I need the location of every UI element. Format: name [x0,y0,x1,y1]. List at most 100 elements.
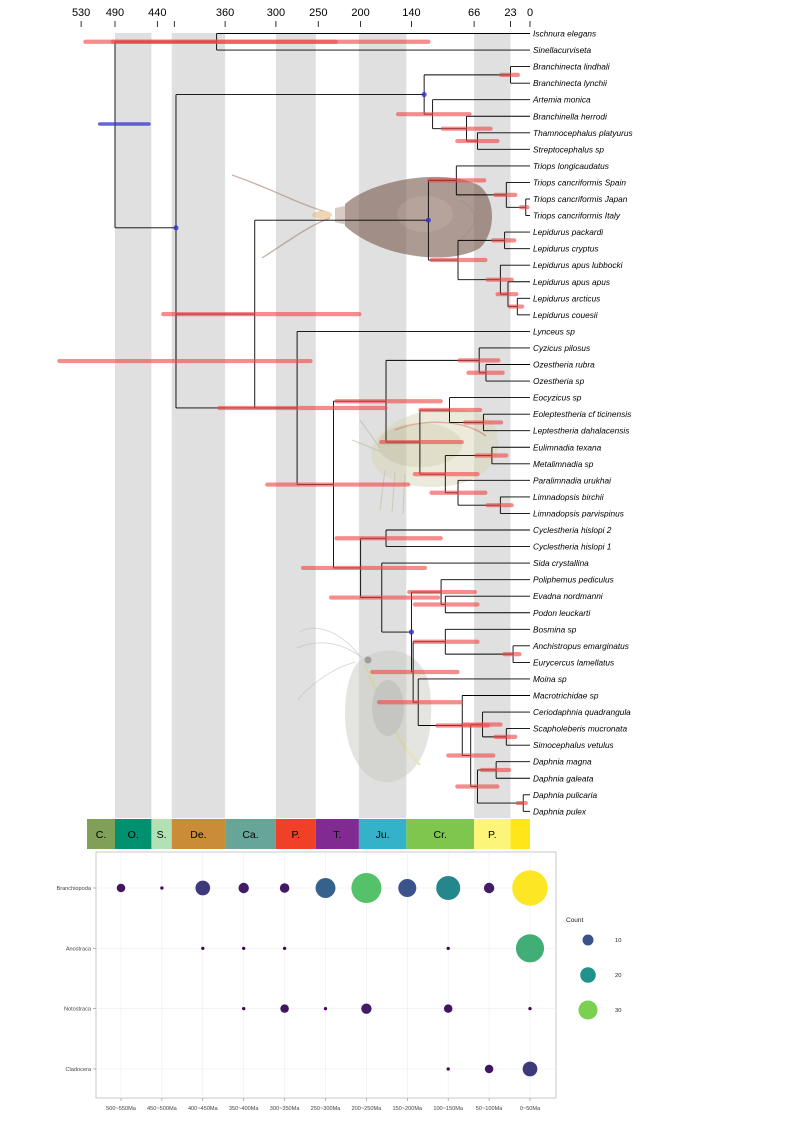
period-block [406,819,475,849]
taxon-label: Poliphemus pediculus [533,575,614,585]
period-block [151,819,172,849]
axis-tick-label: 530 [72,7,90,19]
period-block [171,819,226,849]
bubble-point [522,1061,538,1077]
bubble-point [361,1003,372,1014]
taxon-label: Lepidurus couesii [533,310,599,320]
calibration-node-markers [97,91,431,635]
taxon-label: Lepidurus apus lubbocki [533,260,624,270]
calibration-node [425,217,431,223]
taxon-label: Macrotrichidae sp [533,691,599,701]
period-label: P. [488,829,497,841]
period-block [315,819,359,849]
bubble-point [315,878,336,898]
legend-label: 10 [615,938,621,944]
taxon-label: Triops cancriformis Italy [533,211,621,221]
taxon-label: Daphnia pulicaria [533,790,597,800]
taxon-label: Scapholeberis mucronata [533,724,627,734]
calibration-node [173,225,179,231]
time-bands [115,33,511,818]
node-age-bars [57,39,530,806]
x-category-label: 350~400Ma [229,1106,260,1112]
taxon-label: Branchinecta lindhali [533,62,611,72]
taxon-label: Branchinella herrodi [533,111,608,121]
x-category-label: 500~550Ma [106,1106,137,1112]
bubble-point [116,883,126,893]
axis-tick-label: 66 [468,7,480,19]
axis-tick-label: 23 [504,7,516,19]
period-label: T. [333,829,341,841]
bubble-point [279,883,290,893]
taxon-label: Evadna nordmanni [533,591,604,601]
calibration-node [421,91,427,98]
taxon-label: Simocephalus vetulus [533,740,614,750]
taxon-label: Streptocephalus sp [533,144,604,154]
bubble-point [282,946,287,950]
taxon-label: Daphnia pulex [533,806,587,816]
bubble-point [160,886,164,890]
taxon-label: Limnadopsis parvispinus [533,508,624,518]
species-illustrations [231,174,499,783]
taxon-label: Triops cancriformis Japan [533,194,628,204]
taxon-label: Podon leuckarti [533,608,591,618]
taxon-label: Limnadopsis birchii [533,492,605,502]
period-block [225,819,276,849]
taxon-label: Triops cancriformis Spain [533,177,626,187]
bubble-point [436,876,461,900]
period-label: S. [157,829,167,841]
axis-tick-label: 490 [106,7,124,19]
legend-label: 20 [615,973,621,979]
bubble-point [443,1004,453,1013]
taxon-label: Lynceus sp [533,326,575,336]
x-category-label: 300~350Ma [270,1106,301,1112]
calibration-node [408,629,415,635]
taxon-label: Thamnocephalus platyurus [533,128,633,138]
bubble-point [238,882,249,894]
period-label: Cr. [434,829,447,841]
legend-title: Count [566,917,584,924]
taxon-labels: Ischnura elegans Sinellacurviseta Branchin… [532,29,633,817]
period-label: Ju. [376,829,390,841]
x-category-label: 0~50Ma [520,1106,541,1112]
bubble-point [201,946,205,950]
taxon-label: Cyzicus pilosus [533,343,590,353]
top-time-axis: 530 490 440 360 300 250 200 140 66 23 0 [72,7,533,27]
taxon-label: Daphnia magna [533,757,592,767]
bubble-point [512,870,548,906]
taxon-label: Leptestheria dahalacensis [533,426,629,436]
bubble-point [242,1007,246,1011]
taxon-label: Lepidurus cryptus [533,244,599,254]
time-band [474,33,511,818]
bubble-legend: Count 10 20 30 [566,917,621,1020]
period-label: P. [292,829,301,841]
x-category-label: 200~250Ma [352,1106,383,1112]
axis-tick-label: 0 [527,7,533,19]
y-category-label: Anostraca [66,946,92,952]
x-category-label: 150~200Ma [392,1106,423,1112]
period-label: C. [96,829,107,841]
notostraca-illustration [231,174,492,259]
y-category-label: Notostraca [64,1007,92,1013]
bubble-chart: 500~550Ma 450~500Ma 400~450Ma 350~400Ma 300~… [56,851,621,1112]
bubble-point [323,1007,328,1011]
bubble-point [280,1004,289,1013]
axis-tick-label: 200 [351,7,369,19]
bubble-point [483,882,495,894]
period-block [115,819,152,849]
y-category-label: Cladocera [66,1067,92,1073]
legend-bubble [578,1000,598,1020]
time-band [275,33,316,818]
legend-bubble [580,967,596,983]
taxon-label: Ceriodaphnia quadrangula [533,707,631,717]
bubble-point [528,1007,532,1011]
bubble-point [446,946,450,950]
x-category-label: 250~300Ma [311,1106,342,1112]
taxon-label: Ozestheria sp [533,376,585,386]
cladocera-illustration [296,627,432,783]
axis-tick-label: 140 [402,7,420,19]
bubble-axes: 500~550Ma 450~500Ma 400~450Ma 350~400Ma 300~… [56,886,541,1112]
legend-label: 30 [615,1008,621,1014]
bubble-points [116,870,548,1077]
bubble-point [242,946,246,950]
